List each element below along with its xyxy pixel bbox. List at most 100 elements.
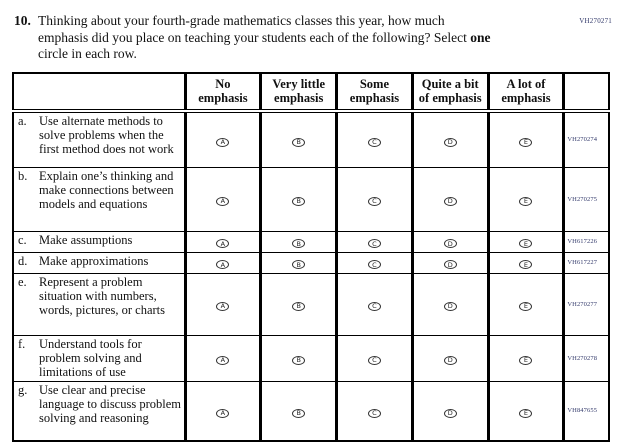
circle-letter: C [372,302,377,311]
response-circle[interactable]: D [443,355,457,365]
question-text: Thinking about your fourth-grade mathema… [38,13,491,63]
response-cell: D [410,166,490,232]
table-row: g. Use clear and precise language to dis… [12,380,610,442]
response-cell: B [259,334,339,382]
response-circle[interactable]: B [292,239,306,249]
response-circle[interactable]: B [292,260,306,270]
circle-letter: B [296,408,301,417]
question: 10. Thinking about your fourth-grade mat… [14,13,580,63]
circle-letter: C [372,260,377,269]
header-row: No emphasis Very little emphasis Some em… [12,72,610,114]
response-circle[interactable]: A [216,137,230,147]
response-cell: B [259,380,339,442]
row-code: VH270277 [562,272,610,336]
circle-letter: D [447,260,453,269]
table-row: a. Use alternate methods to solve proble… [12,110,610,168]
question-text-part1: Thinking about your fourth-grade mathema… [38,13,467,45]
response-circle[interactable]: A [216,301,230,311]
response-cell: A [183,380,263,442]
response-cell: E [486,272,566,336]
response-circle[interactable]: C [367,196,381,206]
response-circle[interactable]: D [443,137,457,147]
circle-letter: D [447,137,453,146]
circle-letter: C [372,239,377,248]
response-circle[interactable]: E [519,137,533,147]
response-circle[interactable]: D [443,239,457,249]
response-circle[interactable]: B [292,355,306,365]
response-circle[interactable]: A [216,260,230,270]
row-label-cell: c. Make assumptions [12,230,186,253]
response-cell: B [259,272,339,336]
circle-letter: E [523,302,529,311]
row-label: Represent a problem situation with numbe… [39,274,166,317]
row-label: Explain one’s thinking and make connecti… [39,168,174,211]
response-circle[interactable]: E [519,260,533,270]
row-label: Use alternate methods to solve problems … [39,114,174,157]
column-header-label: Very little emphasis [272,77,325,106]
response-circle[interactable]: B [292,196,306,206]
row-code: VH270278 [562,334,610,382]
response-cell: E [486,380,566,442]
column-header-3: Some emphasis [335,72,414,114]
response-cell: A [183,251,263,274]
response-circle[interactable]: C [367,137,381,147]
column-header-2: Very little emphasis [259,72,339,114]
response-circle[interactable]: A [216,408,230,418]
circle-letter: D [447,197,453,206]
response-cell: C [335,272,414,336]
circle-letter: C [372,137,377,146]
response-cell: B [259,251,339,274]
response-circle[interactable]: B [292,137,306,147]
response-circle[interactable]: D [443,408,457,418]
circle-letter: D [447,408,453,417]
response-circle[interactable]: E [519,355,533,365]
response-circle[interactable]: C [367,301,381,311]
row-label-cell: e. Represent a problem situation with nu… [12,272,186,336]
circle-letter: E [523,239,529,248]
circle-letter: C [372,356,377,365]
row-letter: g. [18,382,28,397]
response-cell: B [259,230,339,253]
response-cell: E [486,334,566,382]
circle-letter: E [523,356,529,365]
response-cell: C [335,380,414,442]
response-circle[interactable]: B [292,408,306,418]
response-cell: E [486,166,566,232]
response-circle[interactable]: D [443,260,457,270]
response-cell: C [335,110,414,168]
page-code: VH270271 [579,17,612,25]
response-circle[interactable]: E [519,239,533,249]
response-circle[interactable]: C [367,355,381,365]
row-code: VH270274 [562,110,610,168]
response-cell: D [410,334,490,382]
row-label-cell: b. Explain one’s thinking and make conne… [12,166,186,232]
response-circle[interactable]: C [367,260,381,270]
column-header-label: Some emphasis [349,77,400,106]
response-circle[interactable]: D [443,196,457,206]
response-cell: C [335,251,414,274]
row-label: Understand tools for problem solving and… [39,336,142,379]
response-circle[interactable]: E [519,408,533,418]
response-cell: D [410,380,490,442]
response-circle[interactable]: C [367,408,381,418]
response-circle[interactable]: A [216,355,230,365]
circle-letter: A [220,302,226,311]
response-circle[interactable]: C [367,239,381,249]
response-circle[interactable]: B [292,301,306,311]
response-circle[interactable]: A [216,196,230,206]
response-circle[interactable]: E [519,301,533,311]
response-circle[interactable]: E [519,196,533,206]
row-letter: b. [18,168,28,183]
row-letter: e. [18,274,27,289]
column-header-4: Quite a bit of emphasis [410,72,490,114]
response-cell: E [486,230,566,253]
response-circle[interactable]: D [443,301,457,311]
response-cell: E [486,251,566,274]
column-header-label: Quite a bit of emphasis [418,77,482,106]
response-cell: B [259,110,339,168]
response-cell: D [410,110,490,168]
response-circle[interactable]: A [216,239,230,249]
response-cell: D [410,251,490,274]
circle-letter: E [523,197,529,206]
circle-letter: A [220,356,226,365]
